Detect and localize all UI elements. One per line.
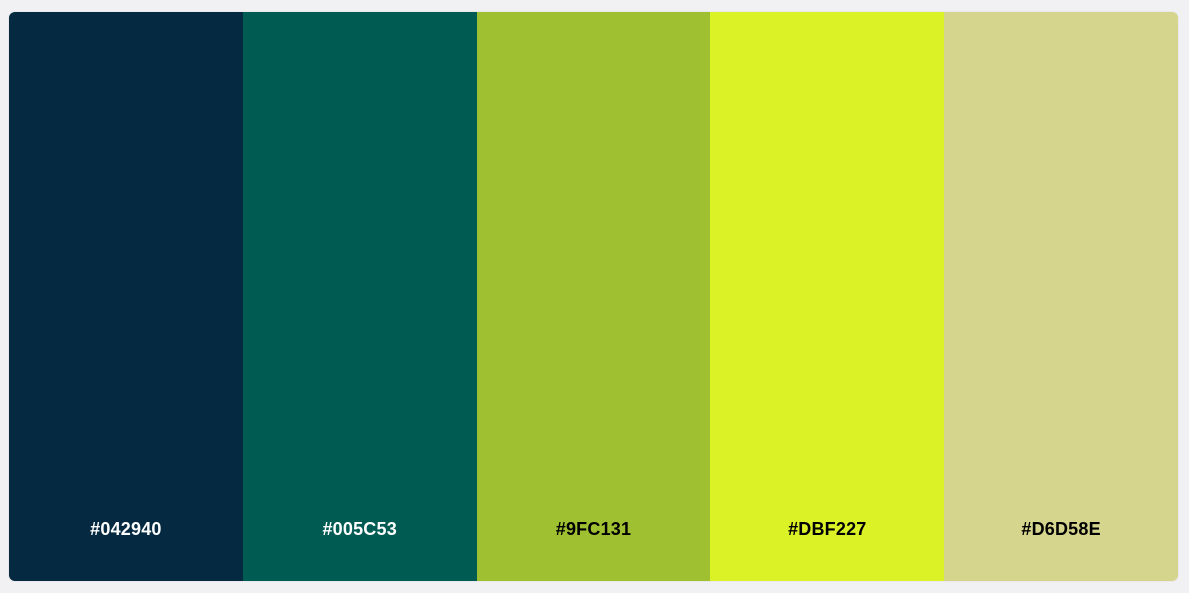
- swatch-hex-label[interactable]: #042940: [90, 519, 162, 539]
- swatch-hex-label[interactable]: #9FC131: [555, 519, 632, 539]
- color-swatch-4[interactable]: #DBF227: [710, 12, 945, 581]
- swatch-hex-label[interactable]: #005C53: [322, 519, 397, 539]
- color-swatch-5[interactable]: #D6D58E: [944, 12, 1178, 581]
- swatch-hex-label[interactable]: #DBF227: [788, 519, 867, 539]
- color-swatch-2[interactable]: #005C53: [242, 12, 477, 581]
- swatch-hex-label[interactable]: #D6D58E: [1021, 519, 1101, 539]
- color-swatch-1[interactable]: #042940: [9, 12, 243, 581]
- color-swatch-3[interactable]: #9FC131: [476, 12, 711, 581]
- color-palette: #042940 #005C53 #9FC131 #DBF227 #D6D58E: [9, 12, 1178, 581]
